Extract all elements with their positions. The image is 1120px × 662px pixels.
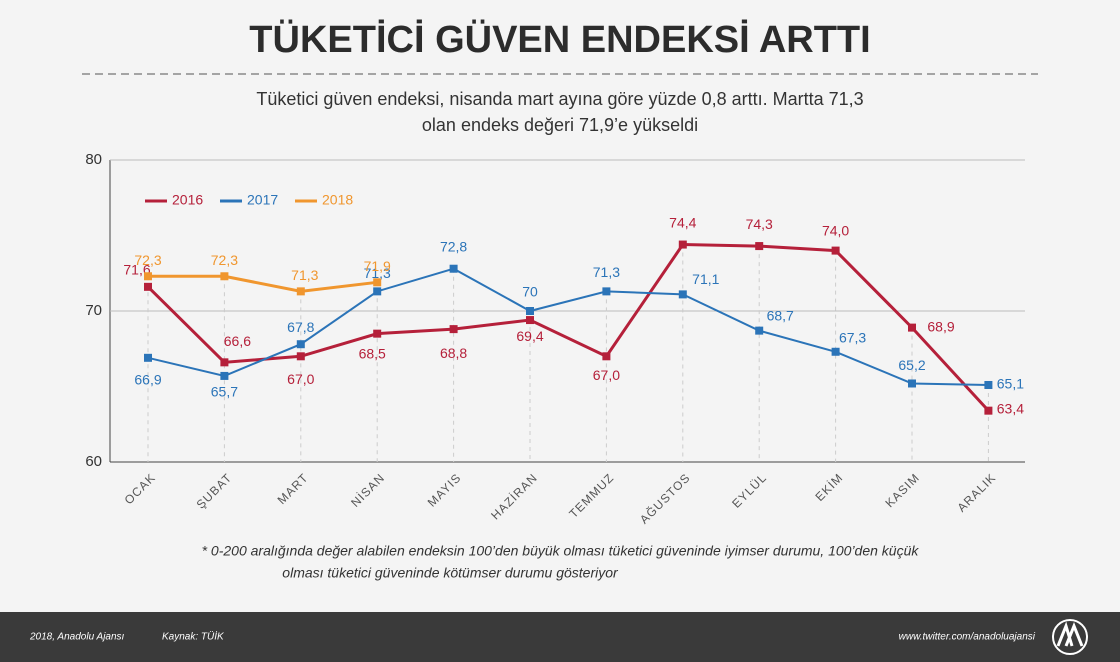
point xyxy=(449,264,458,273)
point xyxy=(908,323,916,332)
value-label: 68,5 xyxy=(359,345,386,361)
point xyxy=(526,307,534,315)
value-label: 70 xyxy=(522,284,538,300)
point xyxy=(449,325,458,334)
y-tick-label: 60 xyxy=(85,453,102,470)
point xyxy=(144,353,152,362)
subtitle: olan endeks değeri 71,9’e yükseldi xyxy=(422,115,698,135)
x-tick-label: KASIM xyxy=(883,470,923,510)
value-label: 66,9 xyxy=(134,372,161,388)
legend-label: 2017 xyxy=(247,192,278,208)
footer-bar xyxy=(0,612,1120,662)
value-label: 66,6 xyxy=(224,333,251,349)
series-line xyxy=(147,267,989,386)
chart-title: TÜKETİCİ GÜVEN ENDEKSİ ARTTI xyxy=(249,18,870,61)
point xyxy=(755,242,764,251)
value-label: 67,3 xyxy=(839,329,866,345)
point xyxy=(220,272,229,281)
point xyxy=(144,282,152,291)
point xyxy=(296,352,305,361)
value-label: 68,8 xyxy=(440,345,467,361)
value-label: 65,7 xyxy=(211,384,238,400)
x-tick-label: AĞUSTOS xyxy=(636,470,693,527)
x-tick-label: EKİM xyxy=(812,470,845,503)
footer-source: Kaynak: TÜİK xyxy=(162,631,225,643)
value-label: 74,0 xyxy=(822,222,849,238)
footnote: * 0-200 aralığında değer alabilen endeks… xyxy=(202,543,920,559)
legend-label: 2018 xyxy=(322,192,353,208)
value-label: 71,1 xyxy=(692,271,719,287)
value-label: 68,7 xyxy=(767,307,794,323)
subtitle: Tüketici güven endeksi, nisanda mart ayı… xyxy=(256,89,863,109)
point xyxy=(296,340,305,349)
value-label: 71,6 xyxy=(123,262,150,278)
point xyxy=(755,326,764,335)
y-tick-label: 70 xyxy=(85,302,102,319)
footnote: olması tüketici güveninde kötümser durum… xyxy=(282,565,619,581)
legend-label: 2016 xyxy=(172,192,203,208)
value-label: 65,2 xyxy=(898,357,925,373)
logo xyxy=(1052,619,1088,655)
x-tick-label: NİSAN xyxy=(348,470,387,509)
value-label: 67,0 xyxy=(593,367,620,383)
value-label: 71,3 xyxy=(593,264,620,280)
point xyxy=(220,371,229,380)
value-label: 71,3 xyxy=(291,267,318,283)
value-label: 68,9 xyxy=(927,318,954,334)
x-tick-label: ARALIK xyxy=(954,470,998,514)
value-label: 69,4 xyxy=(516,328,543,344)
point xyxy=(678,240,687,249)
point xyxy=(373,278,382,287)
value-label: 71,3 xyxy=(364,265,391,281)
x-tick-label: MART xyxy=(275,470,312,507)
point xyxy=(984,380,993,389)
point xyxy=(526,316,534,325)
y-tick-label: 80 xyxy=(85,151,102,168)
x-tick-label: TEMMUZ xyxy=(566,470,616,520)
footer-twitter: www.twitter.com/anadoluajansi xyxy=(899,632,1036,643)
value-label: 67,8 xyxy=(287,319,314,335)
point xyxy=(678,290,687,299)
footer-copyright: 2018, Anadolu Ajansı xyxy=(29,632,125,643)
point xyxy=(373,287,382,296)
x-tick-label: HAZİRAN xyxy=(488,470,540,522)
series-line xyxy=(148,274,378,293)
value-label: 72,3 xyxy=(134,252,161,268)
value-label: 72,3 xyxy=(211,252,238,268)
value-label: 63,4 xyxy=(997,400,1024,416)
point xyxy=(602,287,611,296)
x-tick-label: OCAK xyxy=(122,470,159,507)
value-label: 71,9 xyxy=(364,258,391,274)
point xyxy=(144,272,152,281)
point xyxy=(602,352,611,361)
value-label: 65,1 xyxy=(997,376,1024,392)
x-tick-label: EYLÜL xyxy=(729,470,769,510)
series-line xyxy=(146,243,990,412)
x-tick-label: ŞUBAT xyxy=(194,470,235,511)
value-label: 72,8 xyxy=(440,238,467,254)
value-label: 74,3 xyxy=(746,216,773,232)
point xyxy=(984,406,993,415)
point xyxy=(831,347,840,356)
point xyxy=(908,379,916,388)
point xyxy=(831,246,840,255)
point xyxy=(220,358,229,367)
point xyxy=(296,287,305,296)
point xyxy=(373,329,382,338)
value-label: 67,0 xyxy=(287,371,314,387)
value-label: 74,4 xyxy=(669,214,696,230)
x-tick-label: MAYIS xyxy=(425,470,464,509)
